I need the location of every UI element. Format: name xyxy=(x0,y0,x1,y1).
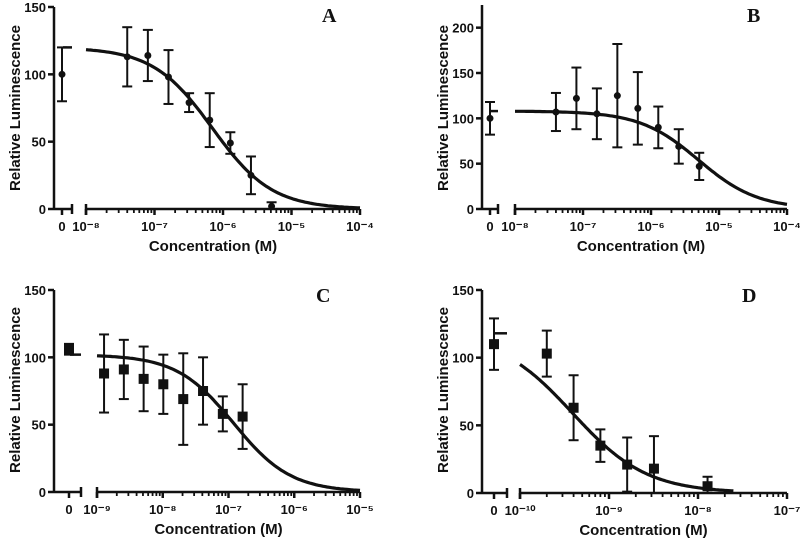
panel-letter: A xyxy=(322,5,337,27)
x-tick-label: 10⁻⁶ xyxy=(281,502,308,517)
x-tick-label: 10⁻⁸ xyxy=(149,502,176,517)
y-tick-label: 50 xyxy=(460,157,474,172)
data-point xyxy=(568,402,579,413)
data-point xyxy=(99,368,110,379)
x-tick-label: 10⁻⁸ xyxy=(684,503,711,518)
panel-letter: D xyxy=(742,285,756,307)
x-tick-label: 0 xyxy=(58,219,65,234)
data-point xyxy=(206,116,214,124)
data-point xyxy=(634,104,642,112)
x-tick-label: 0 xyxy=(490,503,497,518)
x-tick-label: 10⁻⁶ xyxy=(637,219,664,234)
zero-control-point xyxy=(489,339,499,350)
y-tick-label: 50 xyxy=(32,135,46,150)
data-point xyxy=(185,99,193,107)
data-point xyxy=(572,94,580,102)
y-tick-label: 150 xyxy=(24,283,46,298)
panel-letter: C xyxy=(316,285,330,307)
panel-letter: B xyxy=(747,5,760,27)
panel-A: 0 50 100 150 0 10⁻⁸ 10⁻⁷ 10⁻⁶ 10⁻⁵ 10⁻⁴ Concentrat… xyxy=(7,0,374,255)
x-axis-title: Concentration (M) xyxy=(577,238,705,255)
data-point xyxy=(613,92,621,100)
data-point xyxy=(178,394,189,405)
y-tick-label: 0 xyxy=(467,202,474,217)
x-tick-label: 10⁻⁹ xyxy=(595,503,623,518)
data-point xyxy=(164,73,172,81)
y-tick-label: 150 xyxy=(452,283,474,298)
x-tick-label: 10⁻⁵ xyxy=(346,502,373,517)
panel-D: 0 50 100 150 0 10⁻¹⁰ 10⁻⁹ 10⁻⁸ 10⁻⁷ Concentration… xyxy=(435,283,800,539)
data-point xyxy=(622,459,633,470)
zero-control-point xyxy=(58,70,66,78)
y-axis-title: Relative Luminescence xyxy=(7,307,24,473)
data-point xyxy=(237,411,248,422)
data-point xyxy=(654,123,662,131)
x-tick-label: 10⁻⁷ xyxy=(570,219,597,234)
x-tick-label: 10⁻⁴ xyxy=(773,219,800,234)
data-point xyxy=(648,463,659,474)
x-tick-label: 10⁻⁷ xyxy=(215,502,242,517)
zero-control-point xyxy=(64,344,74,355)
data-point xyxy=(541,348,552,359)
panel-B: 0 50 100 150 200 0 10⁻⁸ 10⁻⁷ 10⁻⁶ 10⁻⁵ 10⁻⁴ Concent… xyxy=(435,5,800,255)
zero-control-point xyxy=(486,114,494,122)
fit-curve xyxy=(515,109,788,206)
x-axis-title: Concentration (M) xyxy=(154,521,282,538)
data-point xyxy=(595,440,606,451)
fit-curve xyxy=(85,48,361,210)
data-point xyxy=(695,162,703,170)
y-tick-label: 0 xyxy=(39,485,46,500)
x-tick-label: 10⁻⁷ xyxy=(774,503,800,518)
data-point xyxy=(593,110,601,118)
y-tick-label: 150 xyxy=(452,66,474,81)
data-point xyxy=(198,386,209,396)
data-point xyxy=(217,408,228,419)
x-tick-label: 10⁻⁹ xyxy=(83,502,111,517)
data-point xyxy=(123,53,131,61)
data-point xyxy=(138,373,149,384)
y-tick-label: 100 xyxy=(24,67,46,82)
x-tick-label: 10⁻¹⁰ xyxy=(505,503,537,518)
y-tick-label: 150 xyxy=(24,0,46,15)
y-axis-title: Relative Luminescence xyxy=(7,25,24,191)
y-tick-label: 200 xyxy=(452,21,474,36)
data-point xyxy=(675,142,683,150)
x-tick-label: 10⁻⁸ xyxy=(72,219,99,234)
x-tick-label: 10⁻⁷ xyxy=(141,219,168,234)
y-tick-label: 100 xyxy=(452,111,474,126)
x-tick-label: 0 xyxy=(486,219,493,234)
data-point xyxy=(118,364,129,375)
x-axis-title: Concentration (M) xyxy=(149,238,277,255)
panel-C: 0 50 100 150 0 10⁻⁹ 10⁻⁸ 10⁻⁷ 10⁻⁶ 10⁻⁵ Concentrat… xyxy=(7,283,374,538)
data-point xyxy=(268,202,276,210)
y-axis-title: Relative Luminescence xyxy=(435,25,452,191)
y-tick-label: 0 xyxy=(39,202,46,217)
y-tick-label: 100 xyxy=(452,351,474,366)
x-tick-label: 10⁻⁶ xyxy=(209,219,236,234)
x-tick-label: 10⁻⁵ xyxy=(278,219,305,234)
x-tick-label: 10⁻⁵ xyxy=(705,219,732,234)
y-tick-label: 50 xyxy=(32,418,46,433)
data-point xyxy=(247,171,255,179)
data-point xyxy=(702,481,713,492)
x-tick-label: 10⁻⁸ xyxy=(501,219,528,234)
fit-curve xyxy=(96,354,361,492)
y-axis-title: Relative Luminescence xyxy=(435,307,452,473)
y-tick-label: 50 xyxy=(460,418,474,433)
x-axis-title: Concentration (M) xyxy=(579,522,707,539)
y-tick-label: 0 xyxy=(467,486,474,501)
x-tick-label: 0 xyxy=(65,502,72,517)
data-point xyxy=(552,108,560,116)
data-point xyxy=(144,51,152,59)
data-point xyxy=(226,139,234,147)
y-tick-label: 100 xyxy=(24,350,46,365)
x-tick-label: 10⁻⁴ xyxy=(346,219,374,234)
data-point xyxy=(158,379,169,390)
